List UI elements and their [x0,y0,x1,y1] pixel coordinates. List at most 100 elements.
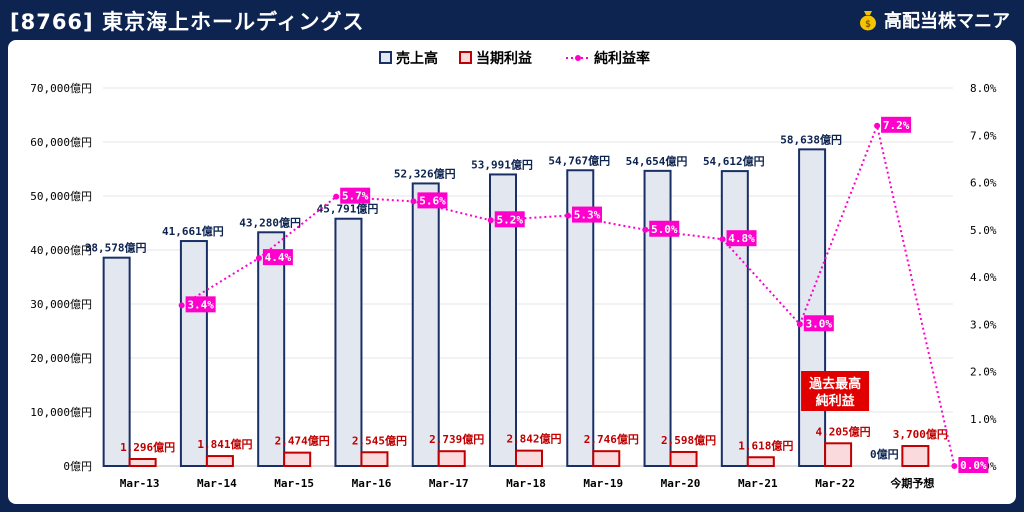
x-tick-label: Mar-22 [815,477,855,490]
revenue-bar [179,240,208,467]
revenue-data-label: 38,578億円 [85,241,147,255]
x-tick-label: Mar-17 [429,477,469,490]
margin-label-box [726,230,757,247]
profit-bar [283,451,312,468]
legend-label-revenue: 売上高 [396,50,438,67]
legend-label-margin: 純利益率 [594,50,650,67]
margin-label-box [958,457,989,473]
margin-data-label: 5.7% [342,190,369,203]
revenue-bar [798,148,827,467]
margin-point [719,236,726,243]
margin-point [487,217,494,224]
margin-label-box [572,206,602,223]
margin-data-label: 3.4% [187,298,214,311]
revenue-data-label: 45,791億円 [317,202,379,216]
margin-data-label: 4.8% [728,232,755,245]
revenue-bar [334,217,363,467]
margin-point [178,302,185,309]
profit-data-label: 1,296億円 [120,440,175,454]
profit-bar [360,451,389,467]
margin-label-box [803,315,834,332]
y-right-tick-label: 4.0% [970,271,997,284]
x-tick-label: Mar-15 [274,477,314,490]
profit-data-label: 2,842億円 [506,432,561,446]
profit-bar [746,456,775,467]
margin-data-label: 5.6% [419,194,446,207]
y-left-tick-label: 10,000億円 [30,406,92,419]
margin-point [642,226,649,233]
record-callout-text: 純利益 [816,393,855,409]
margin-label-box [649,220,680,237]
x-tick-label: Mar-16 [352,477,392,490]
profit-data-label: 2,739億円 [429,432,484,446]
revenue-data-label: 52,326億円 [394,166,456,180]
profit-data-label: 3,700億円 [893,427,948,441]
margin-label-box [494,211,525,228]
legend-swatch-revenue [379,51,392,64]
margin-data-label: 0.0% [960,459,987,472]
revenue-data-label: 54,654億円 [626,154,688,168]
y-left-tick-label: 20,000億円 [30,352,92,365]
revenue-data-label: 53,991億円 [471,157,533,171]
margin-point [410,198,417,205]
profit-data-label: 4,205億円 [816,424,871,438]
legend-label-profit: 当期利益 [476,50,532,67]
profit-bar [592,450,621,467]
revenue-data-label: 54,767億円 [548,153,610,167]
x-tick-label: Mar-20 [661,477,701,490]
revenue-data-label: 58,638億円 [780,132,842,146]
revenue-bar [257,231,286,467]
margin-data-label: 5.2% [496,213,523,226]
profit-data-label: 2,545億円 [352,433,407,447]
page-title: [8766] 東京海上ホールディングス [10,10,365,34]
margin-data-label: 5.0% [651,223,678,236]
margin-label-box [881,116,912,133]
y-left-tick-label: 60,000億円 [30,136,92,149]
revenue-bar [720,170,749,467]
y-right-tick-label: 5.0% [970,224,997,237]
revenue-bar [411,182,440,467]
profit-data-label: 1,841億円 [197,437,252,451]
brand-name: 高配当株マニア [884,11,1010,32]
revenue-bar [643,169,672,467]
profit-bar [669,450,698,467]
profit-data-label: 2,746億円 [584,432,639,446]
margin-data-label: 5.3% [574,209,601,222]
y-right-tick-label: 2.0% [970,366,997,379]
margin-point [874,122,881,129]
revenue-bar [102,256,131,467]
margin-point [255,255,262,262]
y-left-tick-label: 0億円 [63,460,92,473]
y-right-tick-label: 8.0% [970,82,997,95]
brand-logo: $ 高配当株マニア [858,7,1010,33]
revenue-data-label: 41,661億円 [162,224,224,238]
y-right-tick-label: 3.0% [970,318,997,331]
y-left-tick-label: 70,000億円 [30,82,92,95]
profit-data-label: 2,474億円 [275,434,330,448]
margin-label-box [417,192,448,209]
money-bag-icon: $ [860,11,876,31]
profit-bar [515,449,543,467]
x-tick-label: Mar-13 [120,477,160,490]
x-tick-label: Mar-18 [506,477,546,490]
chart-panel: 0億円 10,000億円 20,000億円 30,000億円 40,000億円 50,00… [8,40,1016,504]
profit-data-label: 1,618億円 [738,438,793,452]
y-right-tick-label: 7.0% [970,129,997,142]
revenue-data-label: 0億円 [870,447,899,461]
legend-marker-margin [575,55,581,61]
margin-point [333,193,340,200]
margin-line [181,122,956,467]
y-right-tick-label: 6.0% [970,177,997,190]
margin-data-label: 3.0% [806,317,833,330]
record-callout-text: 過去最高 [808,376,861,392]
y-right-tick-label: 1.0% [970,413,997,426]
margin-data-label: 7.2% [883,119,910,132]
profit-bar [824,442,853,467]
legend-swatch-profit [459,51,472,64]
margin-label-box [185,296,216,313]
profit-bar [205,455,234,467]
profit-bar [437,450,466,468]
y-left-tick-label: 40,000億円 [30,244,92,257]
margin-label-box [340,187,371,204]
x-tick-label: Mar-21 [738,477,778,490]
